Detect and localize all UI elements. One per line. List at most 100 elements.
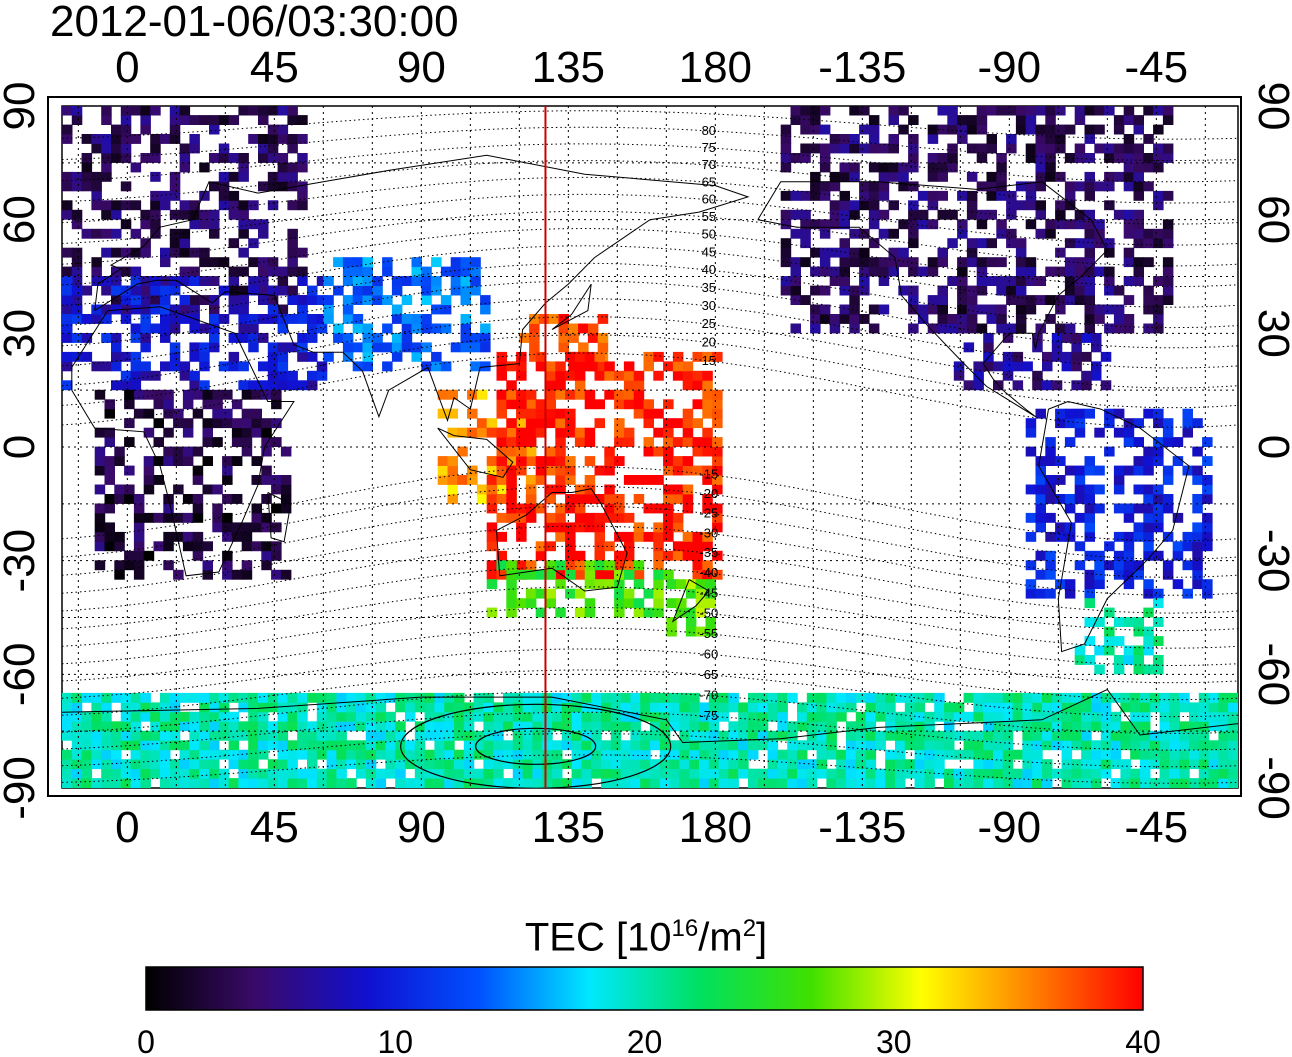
tec-cell bbox=[287, 749, 298, 760]
tec-cell bbox=[411, 276, 422, 286]
tec-cell bbox=[666, 579, 677, 590]
tec-cell bbox=[1025, 124, 1037, 135]
tec-cell bbox=[496, 389, 507, 400]
tec-cell bbox=[473, 749, 485, 760]
tec-cell bbox=[218, 711, 230, 722]
tec-cell bbox=[258, 778, 269, 788]
tec-cell bbox=[316, 692, 328, 703]
tec-cell bbox=[179, 749, 191, 760]
tec-cell bbox=[209, 333, 220, 343]
tec-cell bbox=[993, 749, 1004, 760]
tec-cell bbox=[829, 200, 841, 211]
tec-cell bbox=[101, 171, 112, 182]
tec-cell bbox=[800, 153, 811, 163]
tec-cell bbox=[297, 190, 308, 201]
tec-cell bbox=[535, 588, 547, 599]
tec-cell bbox=[1025, 295, 1037, 305]
tec-cell bbox=[826, 740, 837, 751]
tec-cell bbox=[267, 370, 279, 381]
tec-cell bbox=[855, 692, 867, 703]
tec-cell bbox=[248, 721, 259, 732]
tec-cell bbox=[565, 465, 576, 476]
tec-cell bbox=[535, 475, 547, 485]
tec-cell bbox=[1012, 768, 1024, 779]
tec-cell bbox=[71, 257, 83, 268]
tec-cell bbox=[218, 200, 230, 211]
tec-cell bbox=[535, 503, 547, 514]
tec-cell bbox=[267, 285, 279, 296]
tec-cell bbox=[212, 512, 223, 523]
tec-cell bbox=[692, 465, 703, 476]
tec-cell bbox=[973, 370, 984, 381]
tec-cell bbox=[153, 475, 164, 485]
tec-cell bbox=[623, 389, 635, 400]
tec-cell bbox=[297, 721, 308, 732]
tec-cell bbox=[150, 759, 161, 770]
tec-cell bbox=[362, 295, 373, 305]
tec-cell bbox=[525, 494, 537, 504]
tec-cell bbox=[963, 740, 975, 751]
tec-cell bbox=[963, 730, 975, 741]
tec-cell bbox=[966, 209, 978, 220]
tec-cell bbox=[248, 276, 259, 286]
tec-cell bbox=[192, 503, 204, 514]
tec-cell bbox=[120, 124, 132, 135]
tec-cell bbox=[1133, 437, 1144, 447]
tec-cell bbox=[1074, 465, 1086, 476]
tec-cell bbox=[614, 531, 625, 542]
right-latitude-tick: 30 bbox=[1249, 309, 1292, 358]
tec-cell bbox=[695, 626, 707, 637]
tec-cell bbox=[130, 162, 142, 173]
tec-cell bbox=[297, 778, 308, 788]
tec-cell bbox=[120, 247, 132, 258]
tec-cell bbox=[679, 778, 690, 788]
tec-cell bbox=[1143, 636, 1154, 646]
tec-cell bbox=[231, 494, 243, 504]
tec-cell bbox=[1159, 749, 1171, 760]
tec-cell bbox=[169, 778, 181, 788]
tec-cell bbox=[594, 494, 605, 504]
tec-cell bbox=[973, 749, 984, 760]
tec-cell bbox=[976, 304, 988, 315]
tec-cell bbox=[1123, 171, 1135, 182]
tec-cell bbox=[316, 323, 328, 334]
tec-cell bbox=[493, 749, 504, 760]
tec-cell bbox=[503, 740, 514, 751]
tec-cell bbox=[712, 503, 723, 514]
tec-cell bbox=[1006, 228, 1017, 239]
tec-cell bbox=[1143, 626, 1154, 637]
tec-cell bbox=[904, 740, 916, 751]
tec-cell bbox=[1002, 759, 1014, 770]
tec-cell bbox=[875, 730, 886, 741]
tec-cell bbox=[953, 702, 965, 713]
magnetic-pole-contour bbox=[400, 703, 672, 788]
tec-cell bbox=[1045, 475, 1056, 485]
tec-cell bbox=[692, 399, 703, 410]
tec-cell bbox=[787, 778, 798, 788]
tec-cell bbox=[261, 550, 272, 561]
tec-cell bbox=[1032, 730, 1043, 741]
tec-cell bbox=[1143, 181, 1154, 192]
tec-cell bbox=[1104, 200, 1115, 211]
tec-cell bbox=[1035, 522, 1046, 533]
tec-cell bbox=[401, 276, 413, 286]
tec-cell bbox=[875, 768, 886, 779]
tec-cell bbox=[496, 427, 507, 438]
tec-cell bbox=[542, 702, 553, 713]
tec-cell bbox=[529, 314, 540, 324]
tec-cell bbox=[885, 692, 896, 703]
tec-cell bbox=[659, 711, 671, 722]
tec-cell bbox=[1025, 257, 1037, 268]
tec-cell bbox=[1084, 295, 1095, 305]
tec-cell bbox=[963, 380, 975, 391]
tec-cell bbox=[460, 266, 471, 277]
tec-cell bbox=[535, 569, 547, 580]
tec-cell bbox=[601, 711, 612, 722]
tec-cell bbox=[1192, 475, 1203, 485]
tec-cell bbox=[228, 238, 240, 249]
tec-cell bbox=[1228, 768, 1238, 779]
tec-cell bbox=[1032, 759, 1043, 770]
tec-cell bbox=[1110, 711, 1122, 722]
tec-cell bbox=[222, 465, 233, 476]
tec-cell bbox=[91, 228, 102, 239]
